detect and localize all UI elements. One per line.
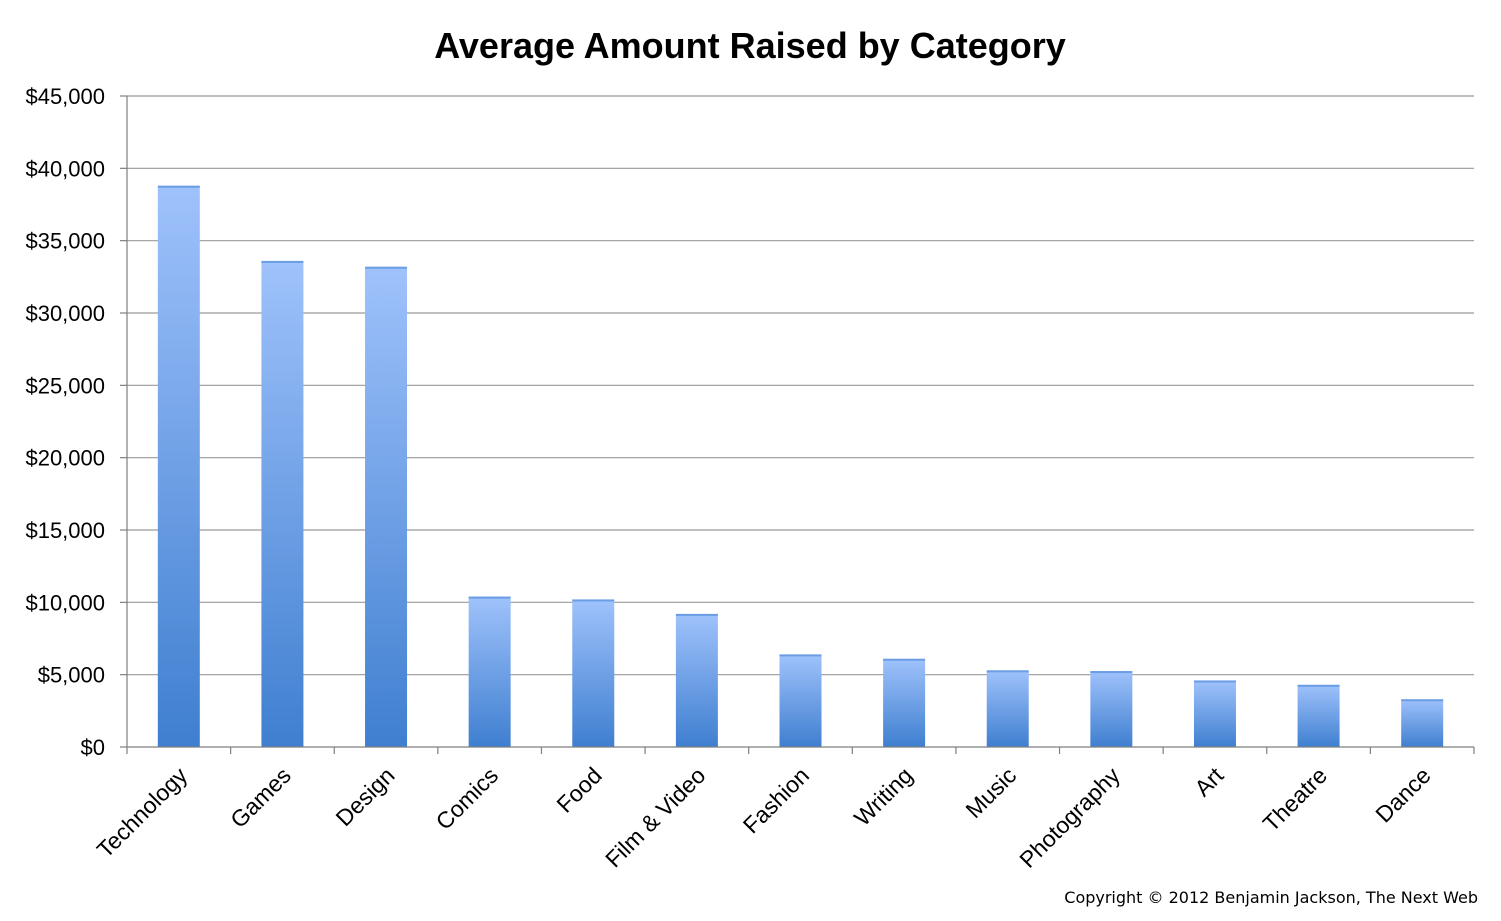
bar-top-edge <box>1401 699 1444 702</box>
copyright-text: Copyright © 2012 Benjamin Jackson, The N… <box>1064 888 1478 907</box>
x-category-label: Fashion <box>738 762 814 838</box>
y-tick-label: $20,000 <box>25 446 105 471</box>
bar-top-edge <box>1297 684 1340 687</box>
x-category-label: Art <box>1189 762 1229 802</box>
x-category-label: Theatre <box>1258 762 1332 836</box>
bar <box>986 670 1029 747</box>
x-category-label: Dance <box>1370 762 1435 827</box>
bar-top-edge <box>572 599 615 602</box>
bar-top-edge <box>883 658 926 661</box>
bar <box>883 658 926 747</box>
bar-top-edge <box>675 613 718 616</box>
bar <box>675 613 718 747</box>
bar-top-edge <box>261 260 304 263</box>
x-category-label: Design <box>331 762 400 831</box>
bar <box>779 654 822 747</box>
bar <box>468 596 511 747</box>
x-category-label: Film & Video <box>600 762 710 872</box>
x-category-label: Comics <box>431 762 504 835</box>
bar-top-edge <box>468 596 511 599</box>
bar <box>1297 684 1340 747</box>
axes <box>126 96 1475 754</box>
bar-top-edge <box>157 185 200 188</box>
y-tick-label: $15,000 <box>25 518 105 543</box>
y-tick-label: $10,000 <box>25 590 105 615</box>
x-category-label: Technology <box>92 762 193 863</box>
bar <box>1193 680 1236 747</box>
bar-top-edge <box>779 654 822 657</box>
bar-top-edge <box>1090 671 1133 674</box>
y-tick-label: $30,000 <box>25 301 105 326</box>
bars <box>157 185 1444 747</box>
x-category-label: Writing <box>849 762 918 831</box>
y-tick-label: $25,000 <box>25 373 105 398</box>
bar <box>365 266 408 747</box>
x-category-label: Music <box>960 762 1021 823</box>
bar <box>157 185 200 747</box>
y-tick-label: $45,000 <box>25 84 105 109</box>
bar <box>1090 671 1133 747</box>
bar <box>1401 699 1444 747</box>
y-axis-tick-labels: $0 $5,000 $10,000 $15,000 $20,000 $25,000 $30,… <box>25 84 105 760</box>
y-tick-label: $40,000 <box>25 156 105 181</box>
bar <box>572 599 615 747</box>
chart-title: Average Amount Raised by Category <box>434 25 1066 66</box>
bar-top-edge <box>1193 680 1236 683</box>
x-category-label: Games <box>225 762 296 833</box>
y-tick-label: $35,000 <box>25 229 105 254</box>
x-category-label: Photography <box>1014 762 1125 873</box>
y-tick-label: $5,000 <box>38 663 105 688</box>
y-tick-label: $0 <box>81 735 105 760</box>
grid-lines <box>120 95 1474 748</box>
bar <box>261 260 304 747</box>
bar-top-edge <box>365 266 408 269</box>
bar-top-edge <box>986 670 1029 673</box>
x-category-label: Food <box>551 762 606 817</box>
